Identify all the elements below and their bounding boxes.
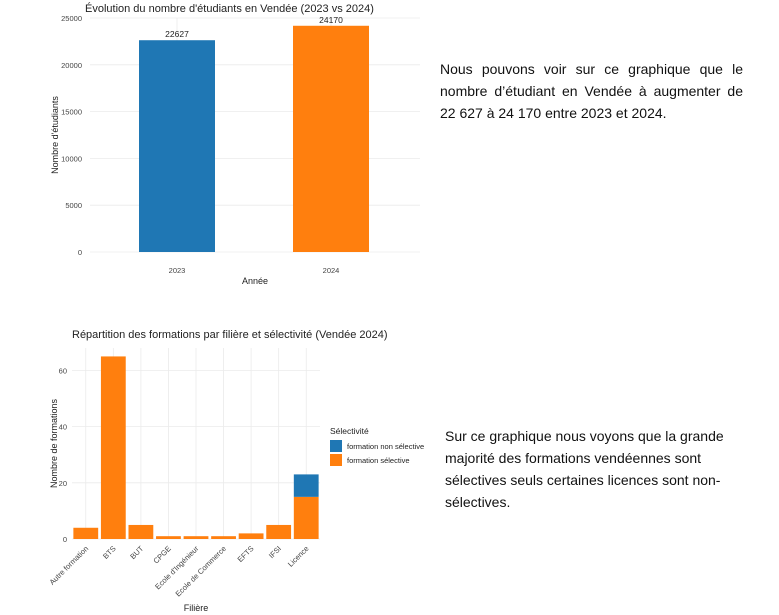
chart1-data-label: 24170 bbox=[319, 15, 343, 25]
chart2-xtick-label: IFSI bbox=[267, 544, 283, 560]
chart1-bar-2024 bbox=[293, 25, 369, 253]
chart2-legend-label: formation non sélective bbox=[347, 442, 424, 451]
chart2-bar-segment bbox=[73, 527, 99, 539]
chart2-legend-label: formation sélective bbox=[347, 456, 410, 465]
chart2-legend-swatch bbox=[330, 454, 342, 466]
chart2-ytick-label: 20 bbox=[59, 479, 67, 488]
chart2-bar-segment bbox=[293, 496, 319, 539]
chart2-bar-segment bbox=[293, 474, 319, 497]
chart2-xtick-label: BTS bbox=[101, 544, 118, 561]
chart2-xtick-label: BUT bbox=[128, 544, 145, 561]
chart2-xtick-label: Licence bbox=[286, 544, 311, 569]
chart2-bar-segment bbox=[156, 536, 181, 539]
chart2-bar-segment bbox=[266, 524, 292, 539]
chart2-xtick-label: Ecole de Commerce bbox=[174, 544, 228, 598]
chart1-bar-2023 bbox=[139, 40, 215, 253]
chart1-ytick-label: 5000 bbox=[65, 201, 82, 210]
chart2-legend-swatch bbox=[330, 440, 342, 452]
chart2-bar-segment bbox=[238, 533, 264, 539]
chart2-ytick-label: 60 bbox=[59, 366, 67, 375]
paragraph-student-evolution: Nous pouvons voir sur ce graphique que l… bbox=[440, 61, 743, 121]
chart2-ytick-label: 0 bbox=[63, 535, 67, 544]
chart1-ytick-label: 15000 bbox=[61, 108, 82, 117]
chart2-legend-title: Sélectivité bbox=[330, 426, 369, 436]
chart1-data-label: 22627 bbox=[165, 29, 189, 39]
chart2-xaxis-label: Filière bbox=[184, 603, 209, 613]
chart1-xtick-label: 2024 bbox=[323, 266, 340, 275]
chart1-title: Évolution du nombre d'étudiants en Vendé… bbox=[85, 2, 374, 15]
chart1-xaxis-label: Année bbox=[242, 276, 268, 286]
chart1-ytick-label: 25000 bbox=[61, 14, 82, 23]
chart2-bar-segment bbox=[183, 536, 209, 539]
chart1-xtick-label: 2023 bbox=[169, 266, 186, 275]
chart1-ytick-label: 20000 bbox=[61, 61, 82, 70]
chart2-bar-segment bbox=[211, 536, 236, 539]
chart2-title: Répartition des formations par filière e… bbox=[72, 329, 388, 341]
chart2-xtick-label: EFTS bbox=[236, 544, 256, 564]
chart1-yaxis-label: Nombre d'étudiants bbox=[50, 96, 60, 174]
chart2-bar-segment bbox=[100, 356, 126, 539]
chart2-xtick-label: CPGE bbox=[151, 544, 172, 565]
chart2-bar-segment bbox=[128, 524, 154, 539]
chart2-xtick-label: Autre formation bbox=[48, 544, 91, 587]
paragraph-selectivity: Sur ce graphique nous voyons que la gran… bbox=[445, 428, 724, 510]
chart2-yaxis-label: Nombre de formations bbox=[49, 398, 59, 488]
chart1-ytick-label: 0 bbox=[78, 248, 82, 257]
chart1-ytick-label: 10000 bbox=[61, 154, 82, 163]
chart2-ytick-label: 40 bbox=[59, 423, 67, 432]
